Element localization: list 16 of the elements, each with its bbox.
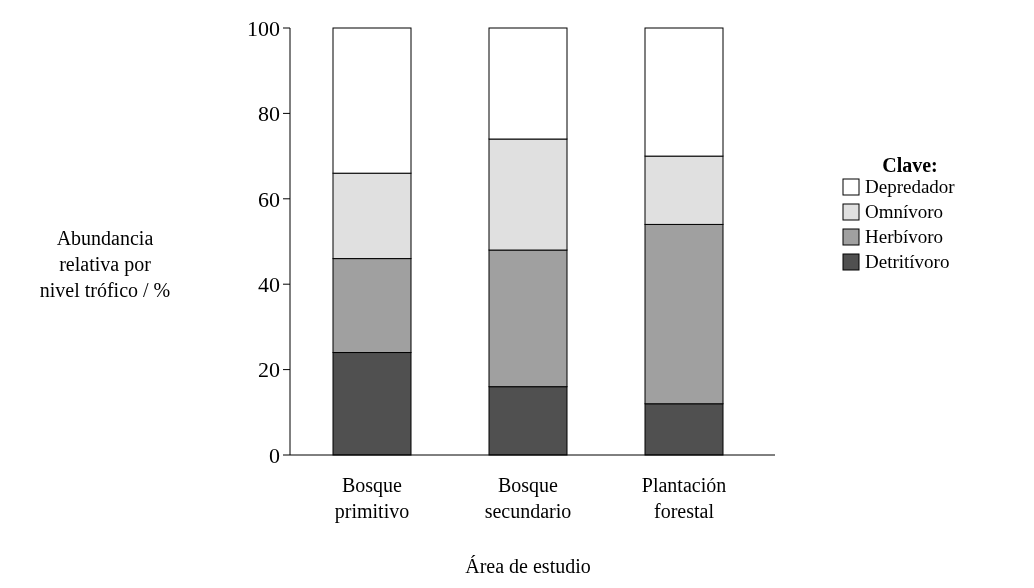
- x-tick-label: Plantación forestal: [641, 474, 727, 522]
- legend-label: Herbívoro: [865, 226, 944, 247]
- y-tick-label: 80: [258, 101, 280, 127]
- x-tick-label: Bosque primitivo: [334, 474, 410, 523]
- y-tick-label: 60: [258, 186, 280, 212]
- legend-label: Omnívoro: [865, 201, 944, 222]
- x-tick-label: Bosque secundario: [484, 474, 572, 522]
- y-tick-label: 100: [247, 15, 280, 41]
- y-tick-label: 0: [269, 442, 280, 468]
- y-tick-label: 20: [258, 357, 280, 383]
- y-tick-label: 40: [258, 271, 280, 297]
- y-axis-title: Abundancia relativa por nivel trófico / %: [39, 227, 171, 301]
- legend-label: Detritívoro: [865, 251, 950, 272]
- legend-label: Depredador: [865, 176, 956, 197]
- x-axis-title: Área de estudio: [465, 555, 591, 577]
- legend-title: Clave:: [882, 154, 938, 176]
